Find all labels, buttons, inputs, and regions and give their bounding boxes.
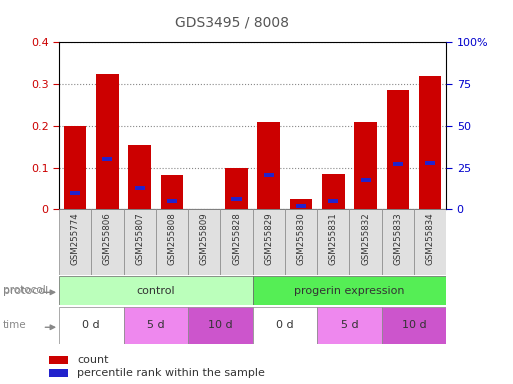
- Bar: [221, 209, 252, 275]
- Bar: [252, 307, 317, 344]
- Text: GSM255774: GSM255774: [71, 213, 80, 265]
- Bar: [64, 126, 86, 209]
- Bar: [225, 167, 248, 209]
- Bar: [387, 90, 409, 209]
- Bar: [124, 209, 156, 275]
- Bar: [349, 209, 382, 275]
- Bar: [290, 199, 312, 209]
- Text: protocol: protocol: [3, 285, 46, 295]
- Bar: [188, 209, 221, 275]
- Bar: [59, 276, 252, 305]
- Bar: [414, 209, 446, 275]
- Bar: [70, 191, 80, 195]
- Bar: [317, 307, 382, 344]
- Text: 0 d: 0 d: [276, 320, 294, 331]
- Text: 0 d: 0 d: [83, 320, 100, 331]
- Bar: [188, 307, 252, 344]
- Text: GSM255806: GSM255806: [103, 213, 112, 265]
- Bar: [382, 307, 446, 344]
- Bar: [59, 307, 124, 344]
- Bar: [49, 356, 69, 364]
- Bar: [49, 369, 69, 377]
- Text: GSM255830: GSM255830: [297, 213, 306, 265]
- Bar: [425, 161, 435, 166]
- Bar: [156, 209, 188, 275]
- Text: GSM255807: GSM255807: [135, 213, 144, 265]
- Bar: [285, 209, 317, 275]
- Text: control: control: [136, 286, 175, 296]
- Text: protocol: protocol: [3, 286, 48, 296]
- Text: progerin expression: progerin expression: [294, 286, 405, 296]
- Text: GSM255828: GSM255828: [232, 213, 241, 265]
- Text: count: count: [77, 355, 109, 365]
- Text: GSM255808: GSM255808: [167, 213, 176, 265]
- Text: GSM255834: GSM255834: [426, 213, 435, 265]
- Bar: [102, 157, 112, 161]
- Bar: [167, 199, 177, 203]
- Text: 5 d: 5 d: [147, 320, 165, 331]
- Text: GSM255832: GSM255832: [361, 213, 370, 265]
- Bar: [91, 209, 124, 275]
- Bar: [134, 186, 145, 190]
- Bar: [231, 197, 242, 201]
- Text: time: time: [3, 320, 27, 330]
- Text: GSM255833: GSM255833: [393, 213, 402, 265]
- Bar: [264, 172, 274, 177]
- Bar: [128, 144, 151, 209]
- Bar: [252, 209, 285, 275]
- Bar: [419, 76, 442, 209]
- Bar: [354, 122, 377, 209]
- Bar: [124, 307, 188, 344]
- Text: 5 d: 5 d: [341, 320, 358, 331]
- Text: GSM255829: GSM255829: [264, 213, 273, 265]
- Text: GSM255831: GSM255831: [329, 213, 338, 265]
- Bar: [161, 175, 183, 209]
- Bar: [382, 209, 414, 275]
- Bar: [361, 178, 371, 182]
- Text: 10 d: 10 d: [208, 320, 233, 331]
- Bar: [393, 162, 403, 166]
- Bar: [296, 204, 306, 208]
- Text: 10 d: 10 d: [402, 320, 426, 331]
- Bar: [317, 209, 349, 275]
- Bar: [328, 199, 339, 203]
- Text: GDS3495 / 8008: GDS3495 / 8008: [175, 15, 289, 29]
- Bar: [252, 276, 446, 305]
- Bar: [322, 174, 345, 209]
- Bar: [59, 209, 91, 275]
- Bar: [96, 74, 119, 209]
- Text: GSM255809: GSM255809: [200, 213, 209, 265]
- Text: percentile rank within the sample: percentile rank within the sample: [77, 367, 265, 378]
- Bar: [258, 122, 280, 209]
